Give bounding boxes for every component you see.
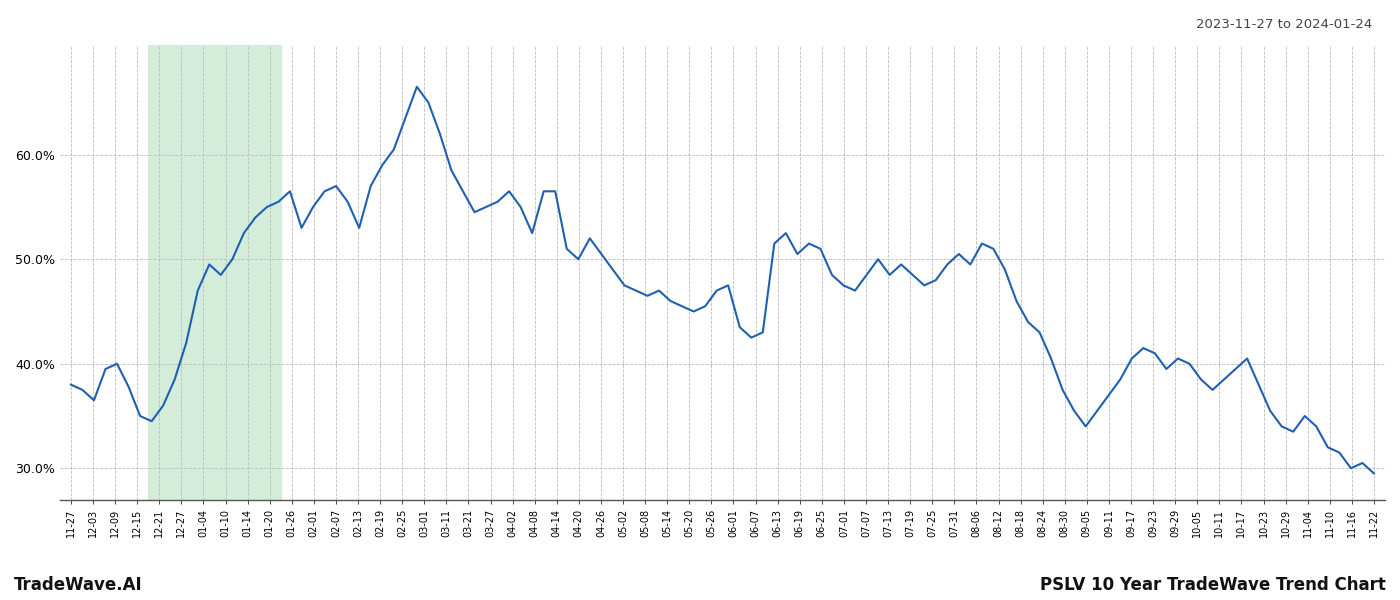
Text: PSLV 10 Year TradeWave Trend Chart: PSLV 10 Year TradeWave Trend Chart — [1040, 576, 1386, 594]
Text: 2023-11-27 to 2024-01-24: 2023-11-27 to 2024-01-24 — [1196, 18, 1372, 31]
Text: TradeWave.AI: TradeWave.AI — [14, 576, 143, 594]
Bar — [148, 45, 281, 500]
